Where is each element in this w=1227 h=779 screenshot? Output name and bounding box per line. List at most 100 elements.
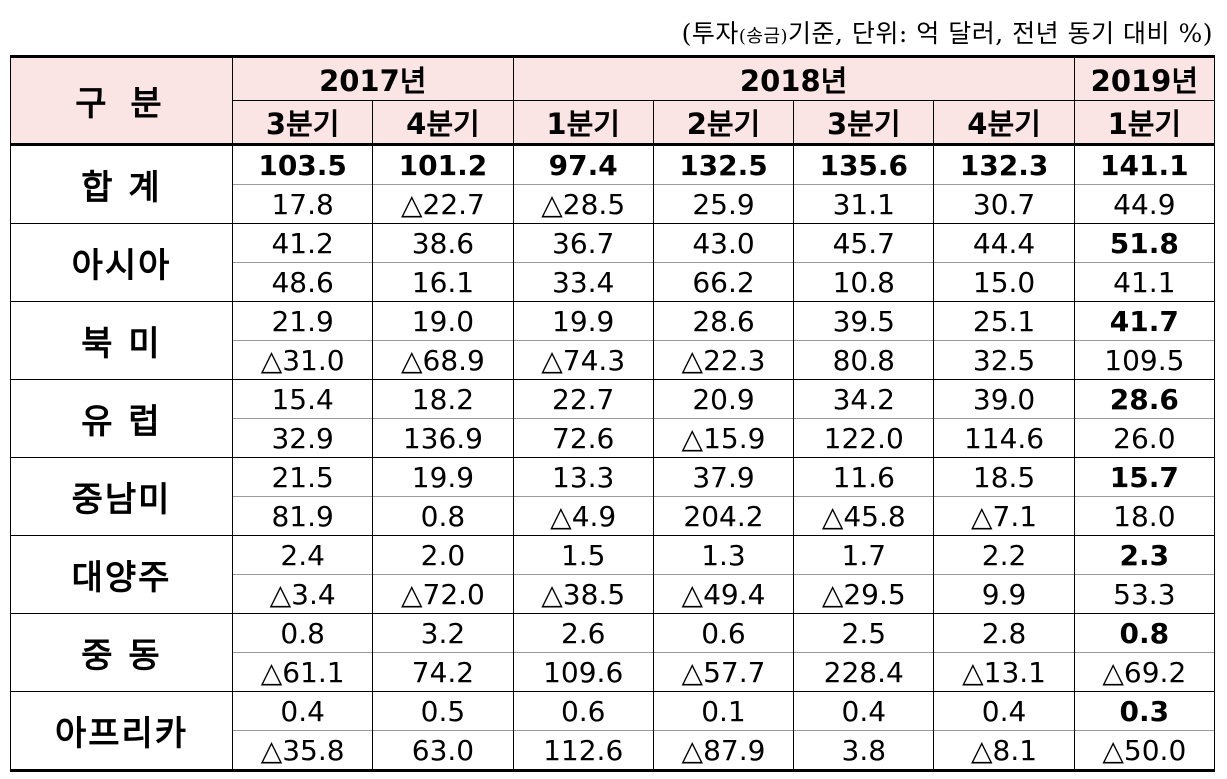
amount-cell: 0.8 <box>231 613 374 653</box>
growth-cell: △49.4 <box>652 574 795 614</box>
amount-cell: 2.3 <box>1073 535 1216 575</box>
region-label: 대양주 <box>10 535 233 614</box>
quarter-header: 4분기 <box>372 100 514 146</box>
amount-cell: 2.4 <box>231 535 374 575</box>
table-row: △61.1 74.2 109.6 △57.7 228.4 △13.1 △69.2 <box>11 652 1216 692</box>
growth-cell: △22.7 <box>372 184 514 224</box>
growth-cell: △4.9 <box>512 496 654 536</box>
amount-cell: 0.1 <box>652 691 795 731</box>
table-row: 유 럽 15.4 18.2 22.7 20.9 34.2 39.0 28.6 <box>10 379 1216 458</box>
amount-cell: 25.1 <box>933 301 1075 341</box>
amount-cell: 43.0 <box>652 223 795 263</box>
amount-cell: 3.2 <box>372 613 514 653</box>
table-row: 중 동 0.8 3.2 2.6 0.6 2.5 2.8 0.8 <box>10 613 1216 692</box>
amount-cell: 28.6 <box>652 301 795 341</box>
amount-cell: 19.9 <box>372 457 514 497</box>
growth-cell: △15.9 <box>652 418 795 458</box>
year-header-2017: 2017년 <box>232 55 514 101</box>
year-header-2019: 2019년 <box>1073 55 1216 101</box>
table-row: 북 미 21.9 19.0 19.9 28.6 39.5 25.1 41.7 <box>10 301 1216 380</box>
growth-cell: 0.8 <box>372 496 514 536</box>
growth-cell: 80.8 <box>793 340 935 380</box>
growth-cell: 122.0 <box>793 418 935 458</box>
amount-cell: 0.4 <box>793 691 935 731</box>
table-row: 중남미 21.5 19.9 13.3 37.9 11.6 18.5 15.7 <box>10 457 1216 536</box>
year-header-2018: 2018년 <box>512 55 1075 101</box>
amount-cell: 141.1 <box>1073 144 1216 185</box>
growth-cell: 81.9 <box>231 496 374 536</box>
amount-cell: 41.7 <box>1073 301 1216 341</box>
amount-cell: 19.9 <box>512 301 654 341</box>
region-label: 북 미 <box>10 301 233 380</box>
quarter-header: 3분기 <box>793 100 935 146</box>
growth-cell: 3.8 <box>793 730 935 772</box>
growth-cell: △28.5 <box>512 184 654 224</box>
table-row: 48.6 16.1 33.4 66.2 10.8 15.0 41.1 <box>11 262 1216 302</box>
amount-cell: 2.6 <box>512 613 654 653</box>
amount-cell: 15.4 <box>231 379 374 419</box>
category-header: 구 분 <box>10 55 233 146</box>
growth-cell: △74.3 <box>512 340 654 380</box>
amount-cell: 18.5 <box>933 457 1075 497</box>
amount-cell: 0.3 <box>1073 691 1216 731</box>
table-row: 합 계 103.5 101.2 97.4 132.5 135.6 132.3 141.1 <box>10 144 1216 224</box>
region-label: 아시아 <box>10 223 233 302</box>
table-row: △3.4 △72.0 △38.5 △49.4 △29.5 9.9 53.3 <box>11 574 1216 614</box>
growth-cell: 30.7 <box>933 184 1075 224</box>
growth-cell: △72.0 <box>372 574 514 614</box>
region-label: 합 계 <box>10 144 233 224</box>
growth-cell: 112.6 <box>512 730 654 772</box>
amount-cell: 132.3 <box>933 144 1075 185</box>
growth-cell: 17.8 <box>231 184 374 224</box>
growth-cell: △35.8 <box>231 730 374 772</box>
growth-cell: 66.2 <box>652 262 795 302</box>
growth-cell: △69.2 <box>1073 652 1216 692</box>
amount-cell: 0.5 <box>372 691 514 731</box>
amount-cell: 38.6 <box>372 223 514 263</box>
growth-cell: △61.1 <box>231 652 374 692</box>
growth-cell: △13.1 <box>933 652 1075 692</box>
growth-cell: 25.9 <box>652 184 795 224</box>
growth-cell: 63.0 <box>372 730 514 772</box>
growth-cell: △3.4 <box>231 574 374 614</box>
growth-cell: 15.0 <box>933 262 1075 302</box>
growth-cell: 44.9 <box>1073 184 1216 224</box>
growth-cell: 32.9 <box>231 418 374 458</box>
growth-cell: 32.5 <box>933 340 1075 380</box>
growth-cell: 72.6 <box>512 418 654 458</box>
amount-cell: 18.2 <box>372 379 514 419</box>
unit-note: (투자(송금)기준, 단위: 억 달러, 전년 동기 대비 %) <box>682 14 1213 50</box>
table-body: 합 계 103.5 101.2 97.4 132.5 135.6 132.3 141.1 17.… <box>10 144 1216 772</box>
table-row: 아시아 41.2 38.6 36.7 43.0 45.7 44.4 51.8 <box>10 223 1216 302</box>
amount-cell: 2.8 <box>933 613 1075 653</box>
table-row: △31.0 △68.9 △74.3 △22.3 80.8 32.5 109.5 <box>11 340 1216 380</box>
growth-cell: 204.2 <box>652 496 795 536</box>
quarter-header: 4분기 <box>933 100 1075 146</box>
growth-cell: 109.6 <box>512 652 654 692</box>
growth-cell: △29.5 <box>793 574 935 614</box>
amount-cell: 36.7 <box>512 223 654 263</box>
growth-cell: 16.1 <box>372 262 514 302</box>
growth-cell: 48.6 <box>231 262 374 302</box>
growth-cell: △50.0 <box>1073 730 1216 772</box>
amount-cell: 135.6 <box>793 144 935 185</box>
amount-cell: 132.5 <box>652 144 795 185</box>
amount-cell: 45.7 <box>793 223 935 263</box>
amount-cell: 1.5 <box>512 535 654 575</box>
amount-cell: 101.2 <box>372 144 514 185</box>
growth-cell: 26.0 <box>1073 418 1216 458</box>
amount-cell: 1.3 <box>652 535 795 575</box>
region-label: 중 동 <box>10 613 233 692</box>
table-row: 81.9 0.8 △4.9 204.2 △45.8 △7.1 18.0 <box>11 496 1216 536</box>
quarter-header: 3분기 <box>231 100 374 146</box>
growth-cell: △31.0 <box>231 340 374 380</box>
amount-cell: 37.9 <box>652 457 795 497</box>
table-row: 대양주 2.4 2.0 1.5 1.3 1.7 2.2 2.3 <box>10 535 1216 614</box>
amount-cell: 28.6 <box>1073 379 1216 419</box>
investment-table: 구 분 2017년 2018년 2019년 3분기 4분기 1분기 2분기 3분… <box>10 55 1216 772</box>
amount-cell: 19.0 <box>372 301 514 341</box>
growth-cell: 53.3 <box>1073 574 1216 614</box>
region-label: 아프리카 <box>10 691 233 772</box>
amount-cell: 39.0 <box>933 379 1075 419</box>
growth-cell: △38.5 <box>512 574 654 614</box>
